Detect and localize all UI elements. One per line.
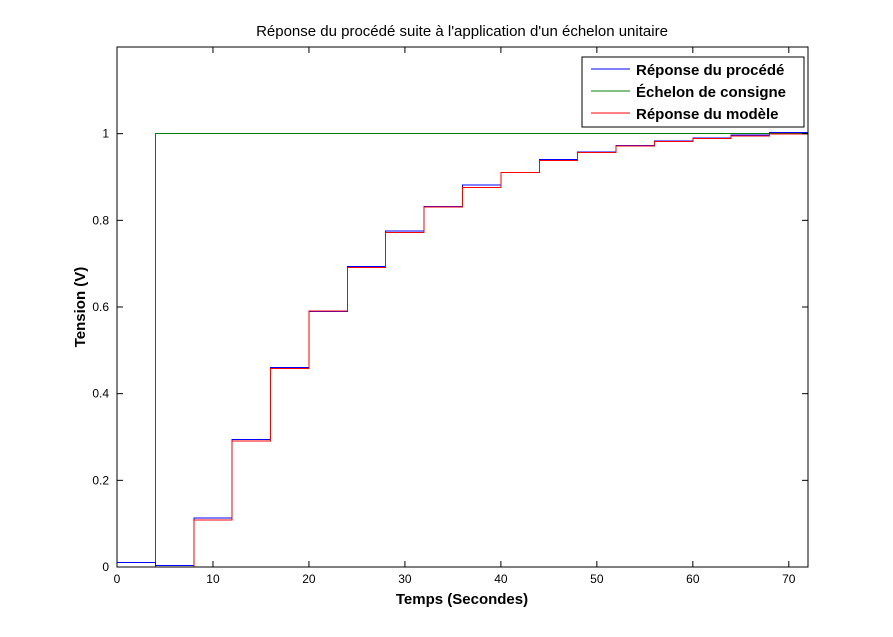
legend-label-procede: Réponse du procédé [636,62,784,79]
y-tick-label: 0.6 [92,300,109,314]
legend: Réponse du procédé Échelon de consigne R… [581,56,805,128]
x-tick-label: 20 [302,572,316,586]
x-tick-label: 60 [686,572,700,586]
series-line-2 [117,133,809,568]
chart-title: Réponse du procédé suite à l'application… [256,23,668,40]
y-tick-label: 0 [102,560,109,574]
plot-frame [116,46,809,568]
y-tick-label: 0.2 [92,473,109,487]
x-tick-label: 30 [398,572,412,586]
y-tick-label: 0.8 [92,213,109,227]
x-tick-label: 40 [494,572,508,586]
legend-label-consigne: Échelon de consigne [636,84,786,101]
y-tick-label: 0.4 [92,387,109,401]
y-axis-label: Tension (V) [72,267,89,348]
x-tick-label: 10 [206,572,220,586]
tick-layer: 0 10 20 30 40 50 60 70 0 0.2 0.4 0.6 0.8 1 [92,47,808,586]
x-axis-label: Temps (Secondes) [396,591,528,608]
legend-label-modele: Réponse du modèle [636,106,779,123]
x-tick-label: 70 [782,572,796,586]
x-tick-label: 50 [590,572,604,586]
x-tick-label: 0 [114,572,121,586]
y-tick-label: 1 [102,127,109,141]
